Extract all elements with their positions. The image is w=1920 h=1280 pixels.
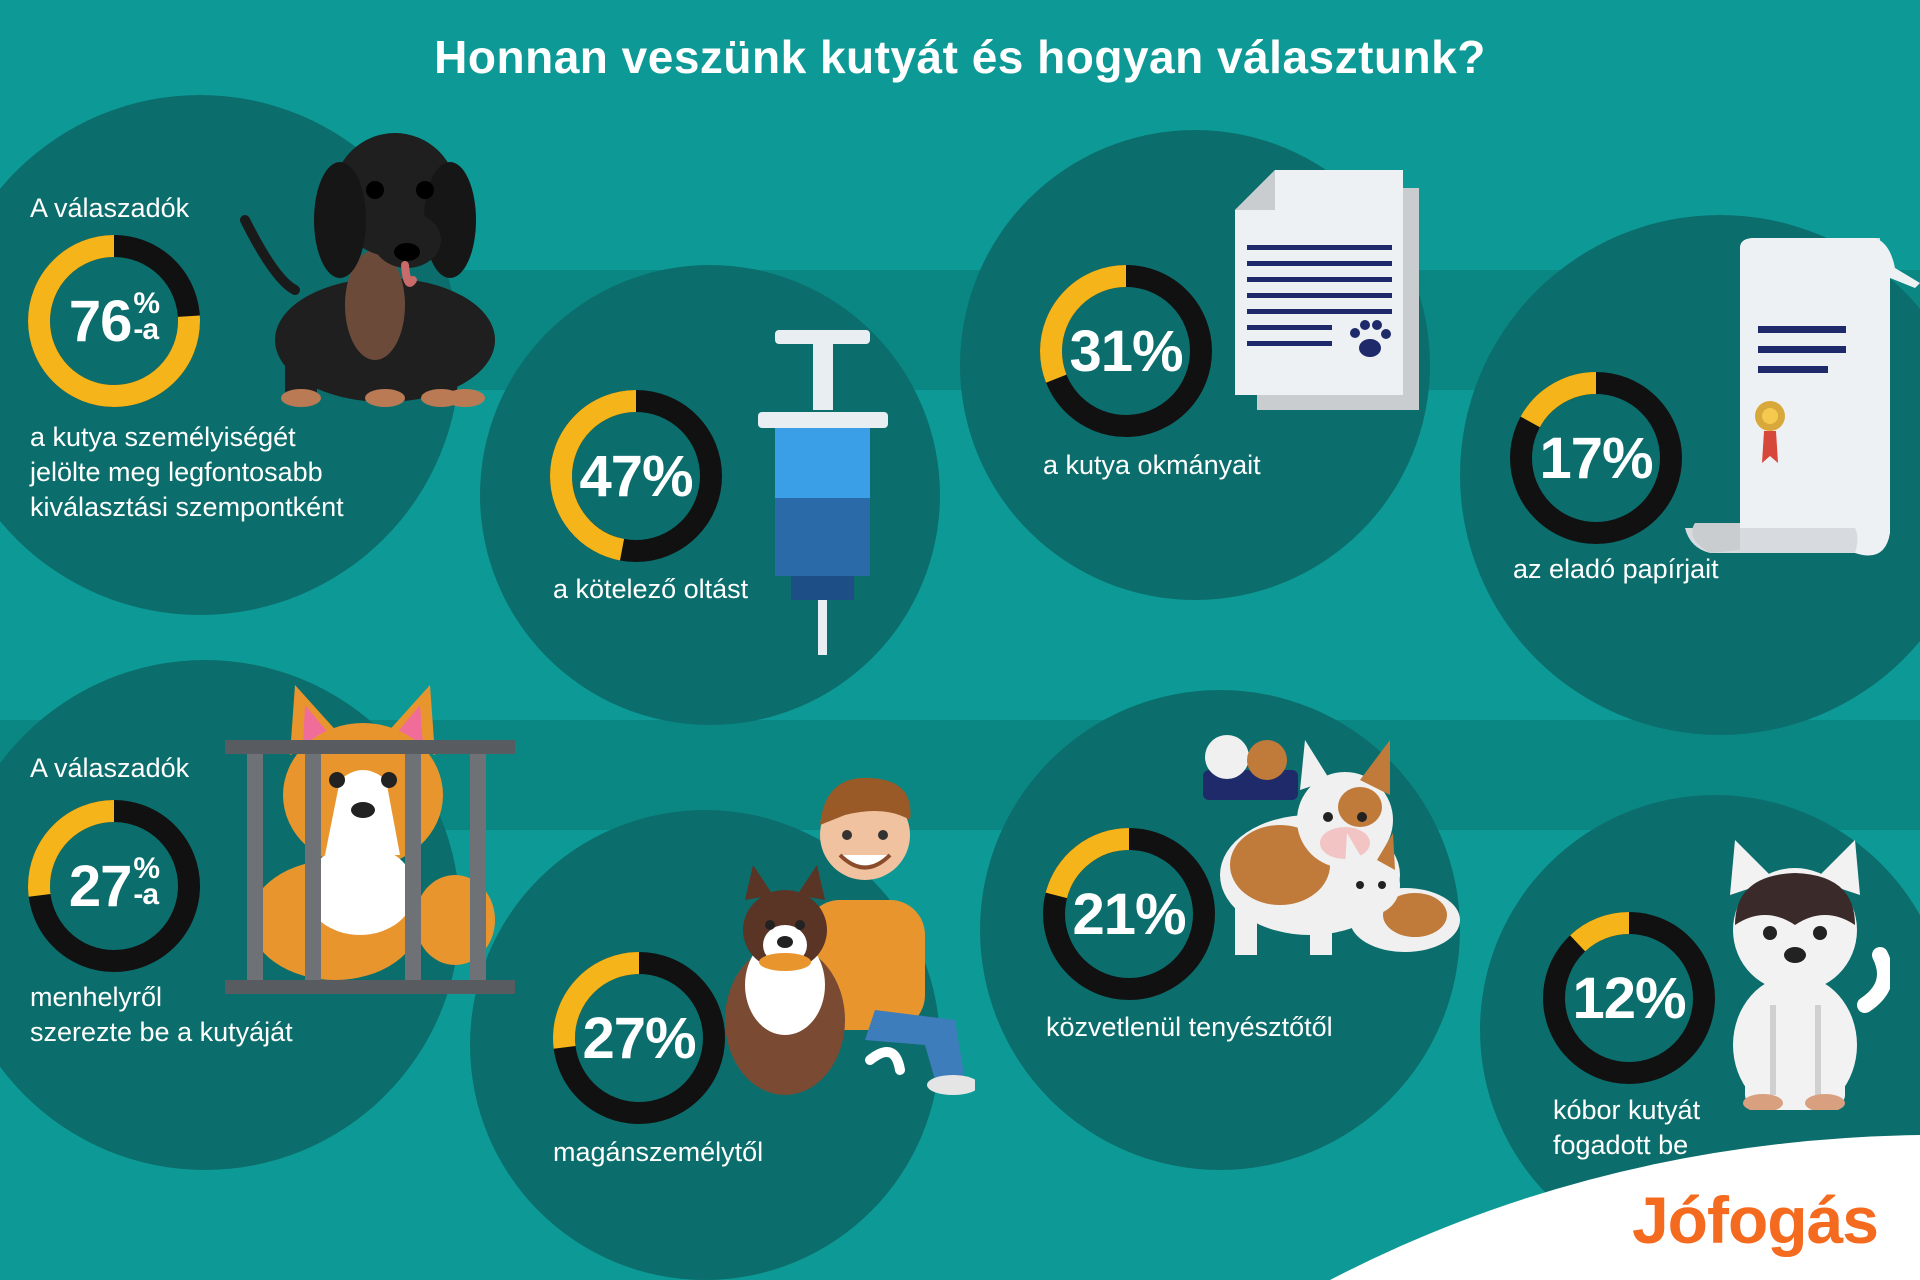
description-line: jelölte meg legfontosabb <box>30 457 323 487</box>
percent-number: 76 <box>68 288 133 354</box>
respondents-label: A válaszadók <box>30 753 190 783</box>
description-line: magánszemélytől <box>553 1137 764 1167</box>
respondents-label: A válaszadók <box>30 193 190 223</box>
percent-label: 21% <box>1072 881 1186 947</box>
description-line: fogadott be <box>1553 1130 1689 1160</box>
donut-chart: 12% <box>1543 912 1715 1084</box>
breeder-dogs-icon <box>1203 735 1460 955</box>
donut-svg <box>1510 372 1682 544</box>
man-with-dog-icon <box>725 777 975 1095</box>
donut-svg <box>28 800 200 972</box>
percent-label: 27% -a <box>28 800 200 972</box>
description-line: menhelyről <box>30 982 163 1012</box>
donut-value-arc <box>28 800 200 972</box>
percent-sign: % <box>133 287 160 320</box>
donut-chart: 27% <box>553 952 725 1124</box>
donut-chart: 76% -a <box>28 235 200 407</box>
donut-svg <box>1040 265 1212 437</box>
percent-suffix: % -a <box>133 287 160 346</box>
stat-description: közvetlenül tenyésztőtől <box>1046 1010 1333 1045</box>
description-line: a kutya okmányait <box>1043 450 1261 480</box>
stat-description: magánszemélytől <box>553 1135 763 1170</box>
donut-svg <box>553 952 725 1124</box>
description-line: közvetlenül tenyésztőtől <box>1046 1012 1333 1042</box>
stat-description: a kötelező oltást <box>553 572 748 607</box>
description-line: az eladó papírjait <box>1513 554 1719 584</box>
donut-value-arc <box>1543 912 1715 1084</box>
percent-number: 27 <box>68 853 133 919</box>
stat-description: kóbor kutyát fogadott be <box>1553 1093 1700 1163</box>
donut-chart: 31% <box>1040 265 1212 437</box>
donut-svg <box>28 235 200 407</box>
description-line: kóbor kutyát <box>1553 1095 1701 1125</box>
dachshund-icon <box>240 133 495 407</box>
donut-value-arc <box>1040 265 1212 437</box>
stat-description: menhelyről szerezte be a kutyáját <box>30 980 293 1050</box>
donut-chart: 21% <box>1043 828 1215 1000</box>
percent-label: 27% <box>582 1005 696 1071</box>
syringe-icon <box>758 330 888 655</box>
donut-chart: 17% <box>1510 372 1682 544</box>
stray-dog-icon <box>1730 840 1890 1110</box>
percent-label: 31% <box>1069 318 1183 384</box>
percent-suffix: % -a <box>133 852 160 911</box>
donut-svg <box>550 390 722 562</box>
stat-description: az eladó papírjait <box>1513 552 1719 587</box>
description-line: a kötelező oltást <box>553 574 749 604</box>
description-line: szerezte be a kutyáját <box>30 1017 293 1047</box>
percent-label: 76% -a <box>28 235 200 407</box>
jofogas-logo: Jófogás <box>1631 1183 1879 1257</box>
donut-value-arc <box>28 235 200 407</box>
stat-description: a kutya személyiségét jelölte meg legfon… <box>30 420 344 525</box>
suffix-text: -a <box>133 878 159 911</box>
page-title: Honnan veszünk kutyát és hogyan választu… <box>434 31 1486 83</box>
percent-sign: % <box>133 852 160 885</box>
caged-corgi-icon <box>225 685 515 994</box>
certificate-scroll-icon <box>1685 238 1920 556</box>
stat-description: a kutya okmányait <box>1043 448 1261 483</box>
donut-value-arc <box>550 390 722 562</box>
donut-svg <box>1043 828 1215 1000</box>
donut-value-arc <box>1043 828 1215 1000</box>
donut-svg <box>1543 912 1715 1084</box>
suffix-text: -a <box>133 313 159 346</box>
donut-value-arc <box>1510 372 1682 544</box>
document-paw-icon <box>1235 170 1419 410</box>
donut-value-arc <box>553 952 725 1124</box>
description-line: kiválasztási szempontként <box>30 492 344 522</box>
percent-label: 12% <box>1572 965 1686 1031</box>
donut-chart: 27% -a <box>28 800 200 972</box>
description-line: a kutya személyiségét <box>30 422 296 452</box>
donut-chart: 47% <box>550 390 722 562</box>
percent-label: 47% <box>579 443 693 509</box>
percent-label: 17% <box>1539 425 1653 491</box>
